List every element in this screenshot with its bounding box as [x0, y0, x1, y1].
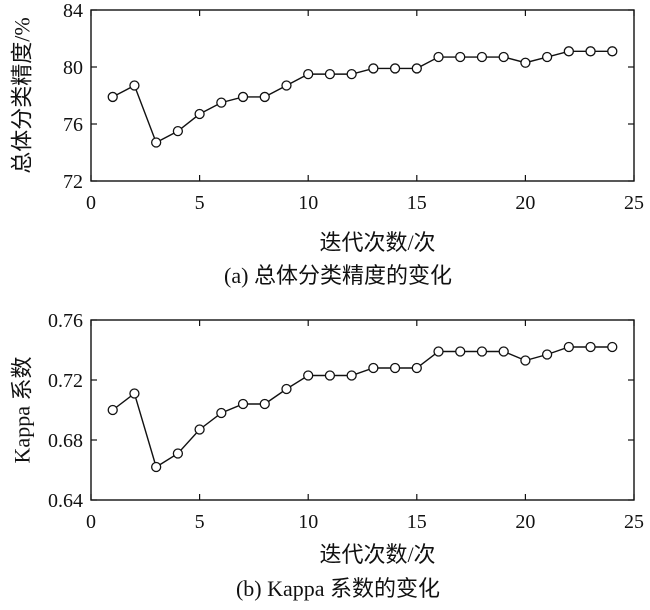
data-point	[585, 46, 596, 57]
x-axis-label: 迭代次数/次	[319, 230, 435, 255]
y-tick-label: 0.64	[48, 490, 83, 512]
x-tick-label: 0	[86, 192, 96, 214]
data-point	[259, 398, 270, 410]
y-axis-label: Kappa 系数	[10, 357, 35, 464]
y-tick-label: 72	[63, 171, 83, 193]
data-point	[281, 80, 292, 91]
x-tick-label: 0	[86, 511, 96, 533]
series-line	[112, 50, 613, 144]
x-tick-label: 15	[407, 511, 427, 533]
data-point	[237, 398, 249, 410]
x-tick-label: 25	[624, 192, 644, 214]
y-tick-label: 84	[63, 0, 83, 22]
plot-frame	[90, 319, 635, 501]
data-point	[455, 51, 466, 63]
data-point	[216, 407, 227, 419]
x-tick-label: 5	[195, 511, 205, 533]
data-point	[607, 341, 618, 353]
x-tick-label: 25	[624, 511, 644, 533]
data-point	[389, 362, 401, 374]
chart-caption: (b) Kappa 系数的变化	[236, 576, 440, 601]
data-point	[172, 448, 184, 459]
data-point	[389, 63, 401, 74]
data-point	[237, 91, 249, 103]
data-point	[498, 346, 509, 357]
data-point	[172, 125, 184, 137]
chart-panel-0	[90, 9, 635, 182]
data-point	[129, 80, 140, 91]
data-point	[541, 349, 553, 360]
x-tick-label: 10	[298, 511, 318, 533]
x-axis-label: 迭代次数/次	[319, 542, 435, 567]
y-tick-label: 0.68	[48, 430, 83, 452]
data-point	[107, 91, 118, 103]
data-point	[194, 424, 205, 435]
data-point	[520, 57, 531, 68]
chart-panel-1	[90, 319, 635, 501]
series-line	[112, 346, 613, 469]
data-point	[151, 137, 162, 148]
x-tick-label: 10	[298, 192, 318, 214]
data-point	[303, 370, 314, 381]
data-point	[368, 63, 379, 74]
data-point	[281, 383, 292, 395]
data-point	[520, 355, 531, 366]
y-tick-label: 0.76	[48, 310, 83, 332]
data-point	[324, 370, 336, 381]
data-point	[324, 68, 336, 80]
data-point	[216, 97, 227, 108]
data-point	[346, 370, 357, 381]
data-point	[411, 362, 422, 374]
data-point	[541, 51, 553, 63]
data-point	[151, 461, 162, 473]
data-point	[607, 46, 618, 57]
data-point	[476, 51, 488, 63]
data-point	[433, 51, 444, 63]
y-axis-label: 总体分类精度/%	[10, 17, 35, 173]
y-tick-label: 80	[63, 57, 83, 79]
plot-frame	[90, 9, 635, 182]
data-point	[194, 108, 205, 120]
x-tick-label: 5	[195, 192, 205, 214]
data-point	[259, 91, 270, 103]
data-point	[455, 346, 466, 357]
data-point	[129, 388, 140, 399]
y-tick-label: 0.72	[48, 370, 83, 392]
data-point	[107, 404, 118, 416]
x-tick-label: 20	[515, 192, 535, 214]
data-point	[433, 346, 444, 357]
chart-caption: (a) 总体分类精度的变化	[224, 263, 452, 288]
data-point	[563, 341, 574, 353]
data-point	[563, 46, 574, 57]
y-tick-label: 76	[63, 114, 83, 136]
data-point	[368, 362, 379, 374]
data-point	[303, 68, 314, 80]
data-point	[411, 63, 422, 74]
data-point	[498, 51, 509, 63]
x-tick-label: 20	[515, 511, 535, 533]
data-point	[346, 68, 357, 80]
x-tick-label: 15	[407, 192, 427, 214]
data-point	[476, 346, 488, 357]
data-point	[585, 341, 596, 353]
